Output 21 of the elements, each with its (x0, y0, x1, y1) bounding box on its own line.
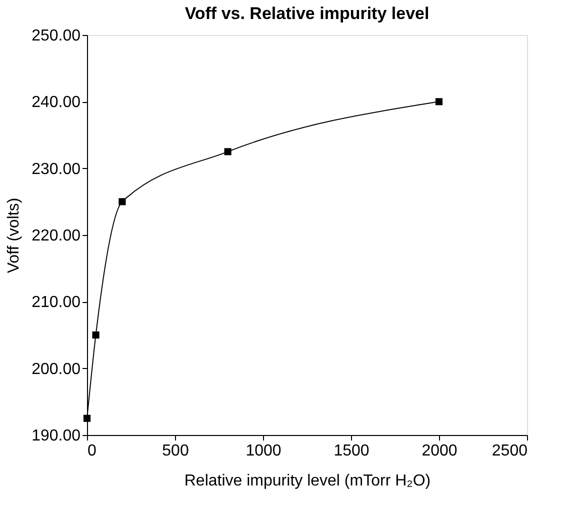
y-tick-label: 210.00 (32, 294, 81, 312)
y-tick-label: 230.00 (32, 160, 81, 178)
x-tick-label: 2000 (422, 442, 458, 460)
point (435, 98, 443, 106)
y-tick-label: 220.00 (32, 228, 81, 244)
y-tick-label: 200.00 (32, 360, 81, 378)
point (224, 148, 232, 156)
x-axis-title: Relative impurity level (mTorr H₂O) (184, 472, 431, 490)
y-tick-label: 250.00 (32, 28, 81, 44)
x-tick-label: 0 (88, 442, 96, 460)
y-axis-title: Voff (volts) (6, 198, 23, 274)
x-tick-label: 500 (162, 442, 189, 460)
point (83, 414, 91, 422)
y-tick-label: 240.00 (32, 94, 81, 112)
chart-title: Voff vs. Relative impurity level (184, 4, 430, 23)
x-tick-label: 1500 (334, 442, 370, 460)
x-tick-label: 1000 (246, 442, 282, 460)
point (118, 198, 126, 206)
y-tick-label: 190.00 (32, 428, 81, 444)
point (92, 331, 100, 339)
x-tick-label: 2500 (492, 442, 528, 460)
